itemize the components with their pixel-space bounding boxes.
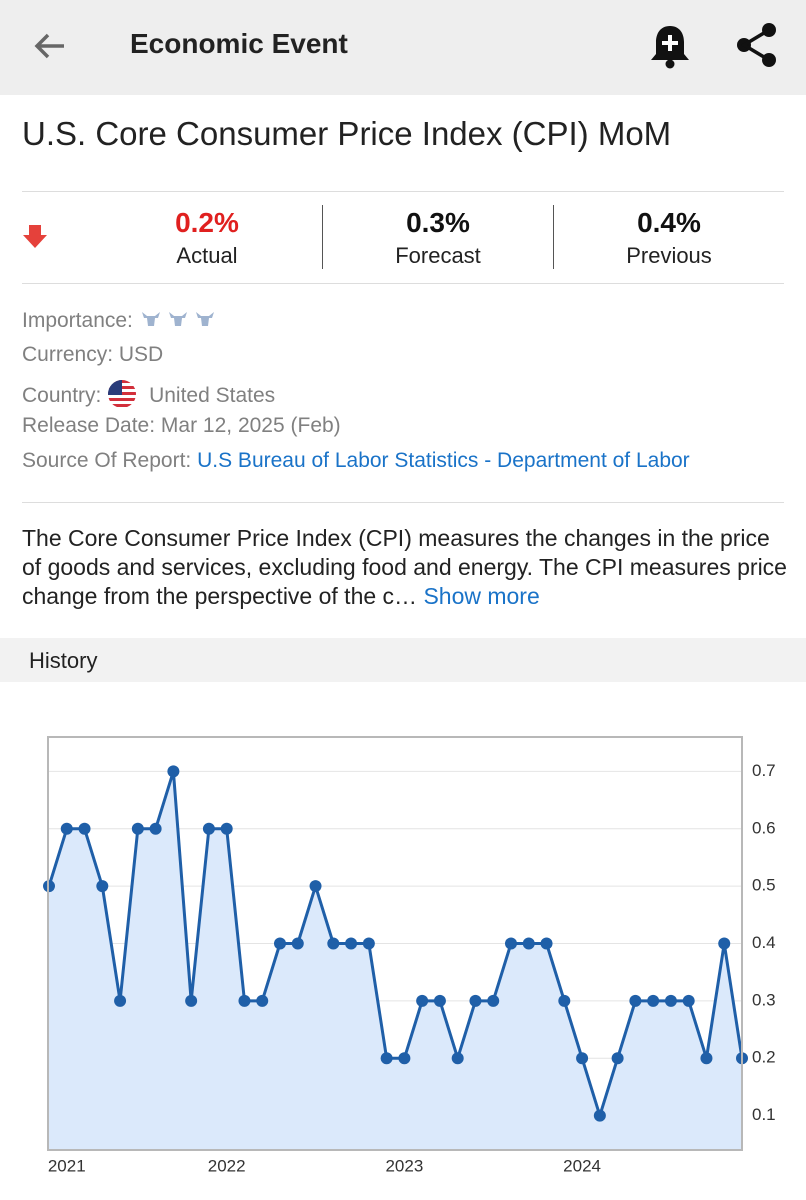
y-tick-label: 0.1 xyxy=(752,1105,776,1124)
importance-icons xyxy=(141,312,214,326)
separator xyxy=(553,205,554,269)
detail-value: United States xyxy=(149,384,276,407)
point xyxy=(451,1052,464,1065)
stat-label: Actual xyxy=(176,243,238,268)
back-button[interactable] xyxy=(32,28,68,64)
point xyxy=(380,1052,393,1065)
point xyxy=(96,880,109,893)
description: The Core Consumer Price Index (CPI) meas… xyxy=(22,524,792,611)
history-title: History xyxy=(29,648,98,673)
stat-label: Previous xyxy=(626,243,712,268)
point xyxy=(167,765,180,778)
point xyxy=(469,994,482,1007)
event-title: U.S. Core Consumer Price Index (CPI) MoM xyxy=(22,115,672,152)
point xyxy=(238,994,251,1007)
point xyxy=(256,994,269,1007)
separator xyxy=(322,205,323,269)
divider xyxy=(22,191,784,192)
point xyxy=(43,880,55,893)
x-tick-label: 2021 xyxy=(48,1156,86,1175)
detail-label: Release Date: xyxy=(22,414,156,437)
point xyxy=(647,994,660,1007)
point xyxy=(540,937,553,950)
x-tick-label: 2022 xyxy=(208,1156,246,1175)
point xyxy=(274,937,286,950)
stat-label: Forecast xyxy=(395,243,481,268)
point xyxy=(558,994,571,1007)
point xyxy=(416,994,429,1007)
point xyxy=(433,994,446,1007)
point xyxy=(629,994,642,1007)
y-tick-label: 0.6 xyxy=(752,818,776,837)
point xyxy=(220,822,233,835)
description-text: The Core Consumer Price Index (CPI) meas… xyxy=(22,525,787,609)
point xyxy=(611,1052,624,1065)
point xyxy=(682,994,695,1007)
source-link[interactable]: U.S Bureau of Labor Statistics - Departm… xyxy=(197,449,690,472)
y-tick-label: 0.5 xyxy=(752,876,776,895)
stat-actual: 0.2% Actual xyxy=(92,207,322,269)
point xyxy=(398,1052,411,1065)
point xyxy=(60,822,73,835)
divider xyxy=(22,502,784,503)
detail-label: Currency: xyxy=(22,343,114,366)
stat-value: 0.4% xyxy=(637,207,701,238)
point xyxy=(487,994,500,1007)
point xyxy=(78,822,91,835)
divider xyxy=(22,283,784,284)
show-more-link[interactable]: Show more xyxy=(423,583,540,609)
detail-label: Importance: xyxy=(22,309,133,332)
point xyxy=(576,1052,589,1065)
stat-previous: 0.4% Previous xyxy=(554,207,784,269)
point xyxy=(291,937,304,950)
point xyxy=(131,822,144,835)
point xyxy=(505,937,517,950)
point xyxy=(309,880,322,893)
importance-row: Importance: xyxy=(22,309,219,333)
app-bar-title: Economic Event xyxy=(130,28,348,59)
down-arrow xyxy=(23,225,47,248)
stat-forecast: 0.3% Forecast xyxy=(323,207,553,269)
point xyxy=(114,994,127,1007)
point xyxy=(185,994,198,1007)
detail-value: USD xyxy=(118,343,164,366)
point xyxy=(345,937,358,950)
history-header: History xyxy=(0,638,806,682)
point xyxy=(202,822,215,835)
area xyxy=(49,771,742,1150)
point xyxy=(736,1052,748,1065)
detail-label: Country: xyxy=(22,384,102,407)
y-tick-label: 0.7 xyxy=(752,761,776,780)
x-tick-label: 2023 xyxy=(385,1156,423,1175)
line xyxy=(47,769,744,1118)
app-bar: Economic Event xyxy=(0,0,806,95)
y-tick-label: 0.3 xyxy=(752,990,776,1009)
point xyxy=(149,822,162,835)
point xyxy=(362,937,375,950)
y-tick-label: 0.4 xyxy=(752,933,776,952)
detail-value: Mar 12, 2025 (Feb) xyxy=(160,414,341,437)
detail-label: Source Of Report: xyxy=(22,449,192,472)
y-tick-label: 0.2 xyxy=(752,1048,776,1067)
point xyxy=(664,994,677,1007)
alert-button[interactable] xyxy=(648,22,692,70)
share-button[interactable] xyxy=(735,22,779,68)
plot-frame xyxy=(47,736,743,1151)
stat-value: 0.2% xyxy=(175,207,239,238)
country-row: Country: United States xyxy=(22,379,275,409)
stat-value: 0.3% xyxy=(406,207,470,238)
point xyxy=(718,937,731,950)
currency-row: Currency: USD xyxy=(22,343,163,367)
flag-icon xyxy=(108,380,137,408)
x-tick-label: 2024 xyxy=(563,1156,601,1175)
point xyxy=(522,937,535,950)
point xyxy=(327,937,340,950)
release-row: Release Date: Mar 12, 2025 (Feb) xyxy=(22,414,341,438)
source-row: Source Of Report: U.S Bureau of Labor St… xyxy=(22,449,690,473)
point xyxy=(700,1052,713,1065)
point xyxy=(593,1109,606,1122)
